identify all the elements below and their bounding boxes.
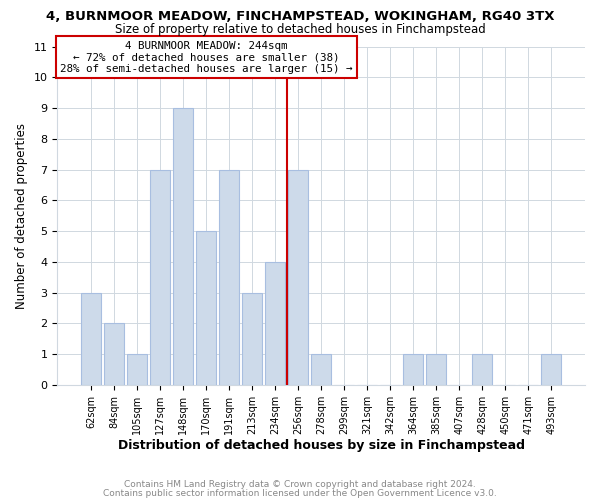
- Bar: [220, 170, 239, 385]
- Bar: [81, 292, 101, 385]
- Text: Size of property relative to detached houses in Finchampstead: Size of property relative to detached ho…: [115, 22, 485, 36]
- Text: 4 BURNMOOR MEADOW: 244sqm
← 72% of detached houses are smaller (38)
28% of semi-: 4 BURNMOOR MEADOW: 244sqm ← 72% of detac…: [60, 40, 352, 74]
- Bar: [173, 108, 193, 385]
- Bar: [541, 354, 561, 385]
- Bar: [265, 262, 285, 385]
- Bar: [427, 354, 446, 385]
- Bar: [311, 354, 331, 385]
- Bar: [150, 170, 170, 385]
- Bar: [472, 354, 492, 385]
- Bar: [242, 292, 262, 385]
- Text: Contains HM Land Registry data © Crown copyright and database right 2024.: Contains HM Land Registry data © Crown c…: [124, 480, 476, 489]
- Bar: [289, 170, 308, 385]
- Bar: [127, 354, 147, 385]
- Text: 4, BURNMOOR MEADOW, FINCHAMPSTEAD, WOKINGHAM, RG40 3TX: 4, BURNMOOR MEADOW, FINCHAMPSTEAD, WOKIN…: [46, 10, 554, 23]
- Bar: [403, 354, 423, 385]
- Bar: [104, 324, 124, 385]
- Text: Contains public sector information licensed under the Open Government Licence v3: Contains public sector information licen…: [103, 488, 497, 498]
- Bar: [196, 231, 216, 385]
- X-axis label: Distribution of detached houses by size in Finchampstead: Distribution of detached houses by size …: [118, 440, 524, 452]
- Y-axis label: Number of detached properties: Number of detached properties: [15, 122, 28, 308]
